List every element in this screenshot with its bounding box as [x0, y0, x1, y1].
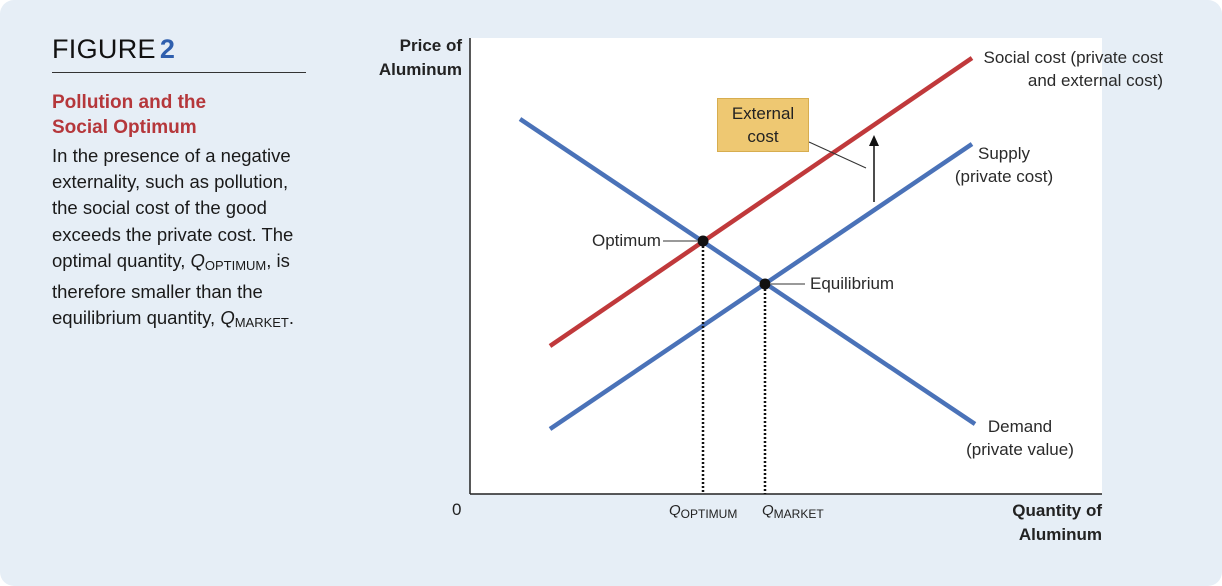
x-axis-title-line1: Quantity of [1012, 501, 1102, 520]
demand-label-line1: Demand [987, 417, 1053, 436]
q-market-sub: MARKET [773, 507, 824, 521]
figure-word: FIGURE [52, 34, 156, 64]
optimum-label: Optimum [592, 231, 661, 250]
caption-q-market-letter: Q [220, 307, 235, 329]
demand-label: Demand (private value) [960, 415, 1080, 461]
caption-q-optimum-sub: OPTIMUM [204, 257, 267, 273]
caption-q-optimum: QOPTIMUM [190, 249, 267, 273]
caption-title: Pollution and the Social Optimum [52, 90, 302, 140]
figure-label: FIGURE 2 [52, 34, 175, 65]
caption-q-market-sub: MARKET [234, 315, 289, 331]
social-cost-label: Social cost (private cost and external c… [975, 46, 1163, 92]
caption-text-1: In the presence of a negative externalit… [52, 145, 294, 271]
external-cost-line1: External [731, 104, 795, 123]
optimum-point [697, 235, 709, 247]
social-cost-label-line1: Social cost (private cost [983, 48, 1163, 67]
equilibrium-label: Equilibrium [810, 274, 895, 293]
demand-label-line2: (private value) [966, 440, 1074, 459]
origin-label: 0 [452, 500, 462, 519]
external-cost-line2: cost [747, 127, 779, 146]
caption-q-optimum-letter: Q [190, 249, 205, 271]
q-optimum-axis-label: QOPTIMUM [669, 502, 737, 521]
social-cost-curve [548, 56, 974, 348]
q-market-letter: Q [762, 502, 774, 519]
caption-body: In the presence of a negative externalit… [52, 143, 312, 336]
caption-text-2: , is therefore smaller than the equilibr… [52, 249, 290, 329]
y-axis-title-line1: Price of [399, 36, 462, 55]
equilibrium-point [759, 278, 771, 290]
caption-text-3: . [288, 307, 295, 329]
caption-title-line1: Pollution and the [52, 92, 207, 113]
x-axis-title-line2: Aluminum [1018, 525, 1102, 544]
external-cost-box: External cost [717, 98, 809, 152]
q-optimum-sub: OPTIMUM [680, 507, 738, 521]
caption-divider [52, 72, 306, 73]
caption-q-market: QMARKET [220, 307, 289, 331]
supply-label-line1: Supply [978, 144, 1030, 163]
y-axis-title: Price of Aluminum [370, 34, 462, 82]
q-optimum-letter: Q [669, 502, 681, 519]
x-axis-title: Quantity of Aluminum [990, 499, 1102, 547]
demand-curve [518, 117, 977, 426]
social-cost-label-line2: and external cost) [1027, 71, 1163, 90]
figure-number: 2 [159, 34, 176, 64]
supply-label: Supply (private cost) [950, 142, 1058, 188]
q-market-axis-label: QMARKET [762, 502, 824, 521]
external-cost-arrowhead [869, 135, 879, 146]
caption-title-line2: Social Optimum [52, 117, 197, 138]
external-cost-leader [808, 141, 867, 169]
supply-label-line2: (private cost) [954, 167, 1054, 186]
y-axis-title-line2: Aluminum [378, 60, 462, 79]
